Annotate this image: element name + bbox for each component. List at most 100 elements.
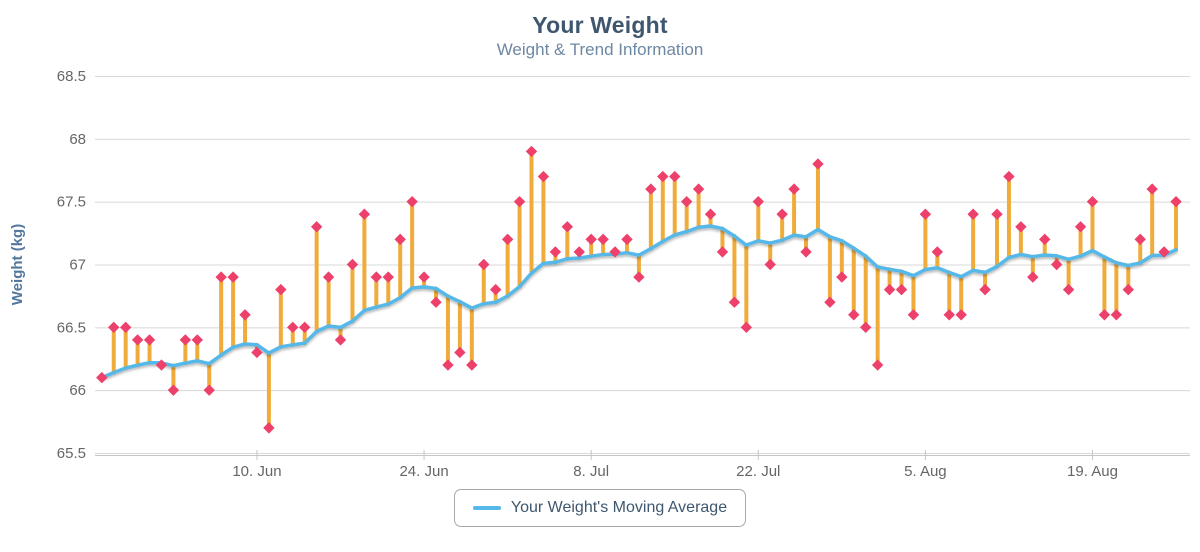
- data-point-diamond[interactable]: [836, 271, 848, 283]
- data-point-diamond[interactable]: [597, 233, 609, 246]
- data-point-diamond[interactable]: [346, 258, 359, 271]
- data-point-diamond[interactable]: [203, 384, 215, 396]
- data-point-diamond[interactable]: [1122, 283, 1134, 296]
- data-point-diamond[interactable]: [931, 246, 944, 258]
- data-point-diamond[interactable]: [1086, 195, 1099, 208]
- data-point-diamond[interactable]: [167, 384, 180, 396]
- data-point-diamond[interactable]: [669, 170, 681, 183]
- data-point-diamond[interactable]: [609, 246, 621, 258]
- data-point-diamond[interactable]: [1110, 309, 1123, 321]
- data-point-diamond[interactable]: [215, 271, 227, 283]
- data-point-diamond[interactable]: [549, 246, 562, 258]
- data-point-diamond[interactable]: [645, 183, 657, 195]
- x-axis-tick-label: 19. Aug: [1067, 463, 1118, 480]
- data-point-diamond[interactable]: [96, 371, 108, 384]
- data-point-diamond[interactable]: [358, 208, 371, 220]
- data-point-diamond[interactable]: [657, 170, 669, 183]
- data-point-diamond[interactable]: [418, 271, 430, 283]
- data-point-diamond[interactable]: [251, 346, 263, 359]
- data-point-diamond[interactable]: [513, 195, 526, 208]
- plot-area: 68.5 68 67.5 67 66.5 66 65.5 10. Jun 24. Jun 8. J…: [9, 68, 1190, 480]
- data-point-diamond[interactable]: [621, 233, 633, 246]
- legend-item-moving-average[interactable]: Your Weight's Moving Average: [453, 489, 747, 527]
- data-point-diamond[interactable]: [1003, 170, 1015, 183]
- data-point-diamond[interactable]: [848, 309, 860, 321]
- y-axis-tick-label: 67.5: [57, 194, 86, 211]
- data-point-diamond[interactable]: [239, 309, 251, 321]
- data-point-diamond[interactable]: [692, 183, 705, 195]
- data-point-diamond[interactable]: [322, 271, 335, 283]
- data-point-diamond[interactable]: [394, 233, 406, 246]
- data-point-diamond[interactable]: [1050, 258, 1063, 271]
- data-point-diamond[interactable]: [382, 271, 394, 283]
- data-point-diamond[interactable]: [1134, 233, 1146, 246]
- data-point-diamond[interactable]: [370, 271, 383, 283]
- data-point-diamond[interactable]: [430, 296, 442, 308]
- data-point-diamond[interactable]: [275, 283, 287, 296]
- data-point-diamond[interactable]: [955, 309, 967, 321]
- data-point-diamond[interactable]: [764, 258, 776, 271]
- data-point-diamond[interactable]: [812, 158, 824, 170]
- weight-point-group: [96, 145, 1182, 434]
- data-point-diamond[interactable]: [776, 208, 788, 220]
- data-point-diamond[interactable]: [143, 334, 156, 346]
- data-point-diamond[interactable]: [585, 233, 597, 246]
- data-point-diamond[interactable]: [680, 195, 693, 208]
- data-point-diamond[interactable]: [287, 321, 299, 334]
- data-point-diamond[interactable]: [979, 283, 991, 296]
- y-axis-tick-label: 66.5: [57, 319, 86, 336]
- data-point-diamond[interactable]: [119, 321, 132, 334]
- data-point-diamond[interactable]: [561, 221, 574, 233]
- data-point-diamond[interactable]: [227, 271, 239, 283]
- data-point-diamond[interactable]: [728, 296, 741, 308]
- data-point-diamond[interactable]: [191, 334, 203, 346]
- data-point-diamond[interactable]: [943, 309, 955, 321]
- data-point-diamond[interactable]: [967, 208, 979, 220]
- data-point-diamond[interactable]: [991, 208, 1003, 220]
- data-point-diamond[interactable]: [466, 359, 478, 371]
- data-point-diamond[interactable]: [752, 195, 764, 208]
- data-point-diamond[interactable]: [155, 359, 168, 371]
- data-point-diamond[interactable]: [537, 170, 550, 183]
- data-point-diamond[interactable]: [1146, 183, 1158, 195]
- x-axis-tick-label: 10. Jun: [232, 463, 281, 480]
- data-point-diamond[interactable]: [1074, 221, 1087, 233]
- data-point-diamond[interactable]: [334, 334, 347, 346]
- data-point-diamond[interactable]: [525, 145, 538, 158]
- data-point-diamond[interactable]: [871, 359, 884, 371]
- data-point-diamond[interactable]: [883, 283, 896, 296]
- data-point-diamond[interactable]: [704, 208, 717, 220]
- data-point-diamond[interactable]: [1170, 195, 1182, 208]
- data-point-diamond[interactable]: [788, 183, 800, 195]
- data-point-diamond[interactable]: [108, 321, 120, 334]
- data-point-diamond[interactable]: [740, 321, 753, 334]
- data-point-diamond[interactable]: [919, 208, 932, 220]
- data-point-diamond[interactable]: [573, 246, 585, 258]
- data-point-diamond[interactable]: [1062, 283, 1075, 296]
- data-point-diamond[interactable]: [406, 195, 418, 208]
- data-point-diamond[interactable]: [860, 321, 872, 334]
- data-point-diamond[interactable]: [489, 283, 502, 296]
- data-point-diamond[interactable]: [1098, 309, 1111, 321]
- data-point-diamond[interactable]: [179, 334, 192, 346]
- data-point-diamond[interactable]: [1027, 271, 1039, 283]
- y-axis-tick-label: 68: [69, 131, 86, 148]
- data-point-diamond[interactable]: [824, 296, 836, 308]
- data-point-diamond[interactable]: [442, 359, 454, 371]
- data-point-diamond[interactable]: [1015, 221, 1027, 233]
- data-point-diamond[interactable]: [478, 258, 490, 271]
- data-point-diamond[interactable]: [633, 271, 645, 283]
- data-point-diamond[interactable]: [1039, 233, 1051, 246]
- data-point-diamond[interactable]: [310, 221, 323, 233]
- data-point-diamond[interactable]: [800, 246, 812, 258]
- data-point-diamond[interactable]: [299, 321, 311, 334]
- data-point-diamond[interactable]: [1158, 246, 1170, 258]
- data-point-diamond[interactable]: [454, 346, 466, 359]
- data-point-diamond[interactable]: [131, 334, 144, 346]
- data-point-diamond[interactable]: [895, 283, 908, 296]
- data-point-diamond[interactable]: [907, 309, 920, 321]
- data-point-diamond[interactable]: [263, 422, 275, 434]
- data-point-diamond[interactable]: [501, 233, 514, 246]
- legend: Your Weight's Moving Average: [0, 489, 1200, 527]
- data-point-diamond[interactable]: [716, 246, 729, 258]
